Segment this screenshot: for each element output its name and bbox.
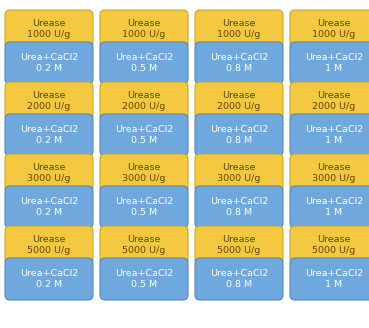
FancyBboxPatch shape [5, 82, 93, 120]
FancyBboxPatch shape [100, 82, 188, 120]
Text: Urea+CaCl2
0.2 M: Urea+CaCl2 0.2 M [20, 125, 78, 145]
FancyBboxPatch shape [290, 258, 369, 300]
Text: Urease
2000 U/g: Urease 2000 U/g [123, 91, 166, 111]
Text: Urea+CaCl2
0.2 M: Urea+CaCl2 0.2 M [20, 197, 78, 217]
Text: Urea+CaCl2
0.8 M: Urea+CaCl2 0.8 M [210, 197, 268, 217]
FancyBboxPatch shape [5, 42, 93, 84]
FancyBboxPatch shape [100, 226, 188, 264]
FancyBboxPatch shape [290, 226, 369, 264]
Text: Urease
2000 U/g: Urease 2000 U/g [217, 91, 261, 111]
Text: Urease
3000 U/g: Urease 3000 U/g [122, 163, 166, 183]
FancyBboxPatch shape [5, 258, 93, 300]
Text: Urease
3000 U/g: Urease 3000 U/g [312, 163, 356, 183]
FancyBboxPatch shape [290, 186, 369, 228]
Text: Urea+CaCl2
0.2 M: Urea+CaCl2 0.2 M [20, 269, 78, 289]
Text: Urea+CaCl2
1 M: Urea+CaCl2 1 M [305, 269, 363, 289]
Text: Urea+CaCl2
0.5 M: Urea+CaCl2 0.5 M [115, 125, 173, 145]
Text: Urea+CaCl2
0.8 M: Urea+CaCl2 0.8 M [210, 125, 268, 145]
Text: Urease
5000 U/g: Urease 5000 U/g [313, 235, 356, 255]
FancyBboxPatch shape [195, 42, 283, 84]
Text: Urease
1000 U/g: Urease 1000 U/g [217, 19, 261, 39]
FancyBboxPatch shape [290, 42, 369, 84]
FancyBboxPatch shape [290, 114, 369, 156]
Text: Urease
2000 U/g: Urease 2000 U/g [313, 91, 356, 111]
FancyBboxPatch shape [195, 114, 283, 156]
FancyBboxPatch shape [195, 154, 283, 192]
Text: Urease
1000 U/g: Urease 1000 U/g [27, 19, 70, 39]
Text: Urease
5000 U/g: Urease 5000 U/g [27, 235, 70, 255]
FancyBboxPatch shape [100, 114, 188, 156]
Text: Urease
1000 U/g: Urease 1000 U/g [123, 19, 166, 39]
FancyBboxPatch shape [5, 154, 93, 192]
Text: Urea+CaCl2
0.8 M: Urea+CaCl2 0.8 M [210, 53, 268, 73]
Text: Urease
3000 U/g: Urease 3000 U/g [27, 163, 71, 183]
FancyBboxPatch shape [195, 82, 283, 120]
FancyBboxPatch shape [5, 10, 93, 48]
Text: Urea+CaCl2
0.8 M: Urea+CaCl2 0.8 M [210, 269, 268, 289]
FancyBboxPatch shape [290, 10, 369, 48]
FancyBboxPatch shape [290, 82, 369, 120]
Text: Urease
2000 U/g: Urease 2000 U/g [27, 91, 70, 111]
Text: Urea+CaCl2
1 M: Urea+CaCl2 1 M [305, 53, 363, 73]
FancyBboxPatch shape [100, 186, 188, 228]
Text: Urease
5000 U/g: Urease 5000 U/g [217, 235, 261, 255]
FancyBboxPatch shape [290, 154, 369, 192]
Text: Urea+CaCl2
1 M: Urea+CaCl2 1 M [305, 197, 363, 217]
Text: Urea+CaCl2
0.5 M: Urea+CaCl2 0.5 M [115, 53, 173, 73]
FancyBboxPatch shape [195, 226, 283, 264]
FancyBboxPatch shape [195, 10, 283, 48]
FancyBboxPatch shape [100, 258, 188, 300]
Text: Urea+CaCl2
0.5 M: Urea+CaCl2 0.5 M [115, 269, 173, 289]
FancyBboxPatch shape [195, 258, 283, 300]
FancyBboxPatch shape [5, 226, 93, 264]
FancyBboxPatch shape [100, 42, 188, 84]
FancyBboxPatch shape [100, 10, 188, 48]
FancyBboxPatch shape [100, 154, 188, 192]
FancyBboxPatch shape [5, 114, 93, 156]
FancyBboxPatch shape [195, 186, 283, 228]
FancyBboxPatch shape [5, 186, 93, 228]
Text: Urea+CaCl2
0.2 M: Urea+CaCl2 0.2 M [20, 53, 78, 73]
Text: Urea+CaCl2
0.5 M: Urea+CaCl2 0.5 M [115, 197, 173, 217]
Text: Urease
1000 U/g: Urease 1000 U/g [313, 19, 356, 39]
Text: Urease
3000 U/g: Urease 3000 U/g [217, 163, 261, 183]
Text: Urease
5000 U/g: Urease 5000 U/g [123, 235, 166, 255]
Text: Urea+CaCl2
1 M: Urea+CaCl2 1 M [305, 125, 363, 145]
